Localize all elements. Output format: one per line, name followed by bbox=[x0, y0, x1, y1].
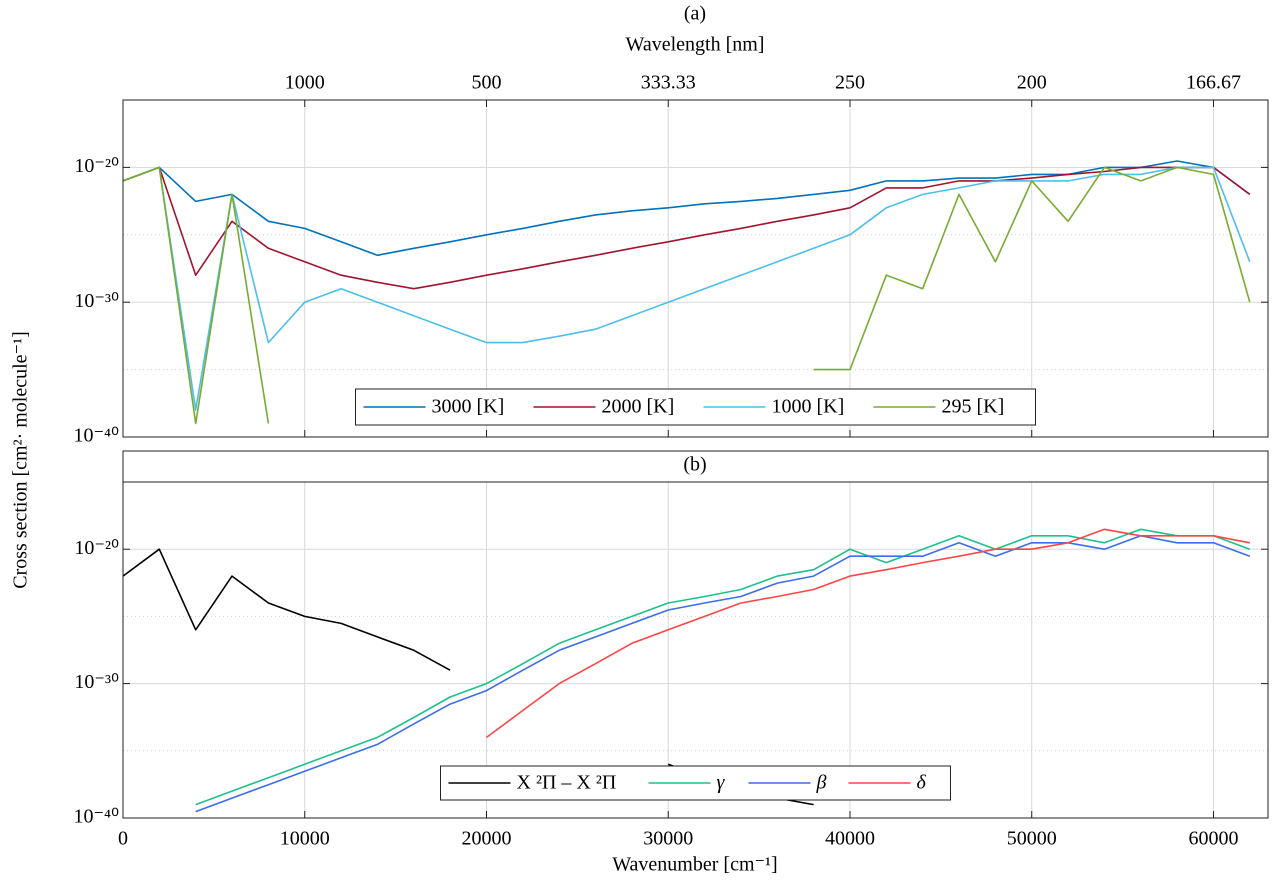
x-tick-label: 10000 bbox=[280, 828, 330, 850]
y-tick-label: 10⁻²⁰ bbox=[74, 537, 119, 559]
y-tick-label: 10⁻³⁰ bbox=[74, 290, 119, 312]
plot-frame bbox=[122, 481, 1269, 819]
x-tick-label: 20000 bbox=[461, 828, 511, 850]
legend-label: 2000 [K] bbox=[602, 396, 675, 418]
legend-label: X ²Π – X ²Π bbox=[517, 772, 617, 794]
x2-tick-label: 500 bbox=[471, 72, 501, 94]
series-line bbox=[123, 166, 1251, 411]
y-tick-label: 10⁻⁴⁰ bbox=[73, 425, 119, 447]
legend: X ²Π – X ²Π γ β δ bbox=[440, 765, 951, 801]
y-tick-label: 10⁻²⁰ bbox=[74, 155, 119, 177]
x2-tick-label: 200 bbox=[1017, 72, 1047, 94]
legend-label: 295 [K] bbox=[942, 396, 1005, 418]
legend-label: 1000 [K] bbox=[772, 396, 845, 418]
panel-title: (b) bbox=[683, 454, 706, 476]
series-line bbox=[123, 166, 1251, 425]
series-line bbox=[123, 166, 1251, 290]
legend-label: 3000 [K] bbox=[432, 396, 505, 418]
x-tick-label: 40000 bbox=[825, 828, 875, 850]
x2-tick-label: 166.67 bbox=[1186, 72, 1241, 94]
x-tick-label: 30000 bbox=[643, 828, 693, 850]
y-axis-label: Cross section [cm²· molecule⁻¹] bbox=[10, 331, 32, 588]
y-tick-label: 10⁻⁴⁰ bbox=[73, 806, 119, 828]
legend-label: β bbox=[816, 772, 827, 794]
legend: 3000 [K] 2000 [K] 1000 [K] 295 [K] bbox=[355, 388, 1036, 426]
x2-tick-label: 1000 bbox=[285, 72, 325, 94]
y-tick-label: 10⁻³⁰ bbox=[74, 671, 119, 693]
x2-tick-label: 250 bbox=[835, 72, 865, 94]
series-line bbox=[195, 535, 1251, 813]
plot-area bbox=[123, 528, 1251, 813]
legend-label: δ bbox=[917, 772, 927, 794]
x-tick-label: 50000 bbox=[1007, 828, 1057, 850]
x-axis-label: Wavenumber [cm⁻¹] bbox=[612, 854, 777, 876]
x-tick-label: 0 bbox=[118, 828, 128, 850]
series-line bbox=[486, 528, 1250, 739]
plot-area bbox=[123, 160, 1251, 425]
panel-title: (a) bbox=[684, 3, 706, 25]
x2-tick-label: 333.33 bbox=[641, 72, 696, 94]
x-tick-label: 60000 bbox=[1188, 828, 1238, 850]
plot-frame bbox=[122, 99, 1269, 438]
legend-label: γ bbox=[717, 772, 726, 794]
top-axis-label: Wavelength [nm] bbox=[626, 34, 765, 56]
series-line bbox=[195, 528, 1251, 806]
